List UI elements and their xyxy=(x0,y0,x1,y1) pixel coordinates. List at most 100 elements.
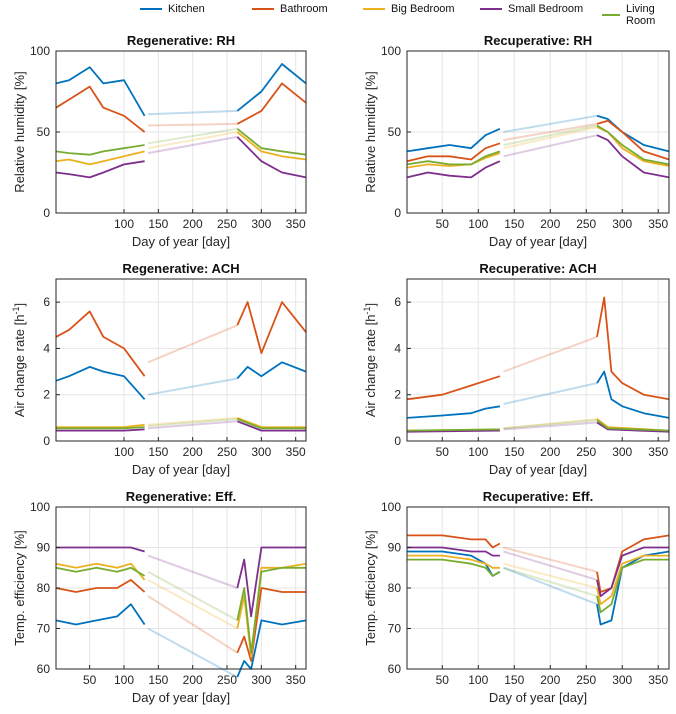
series-line-gap xyxy=(147,416,238,426)
legend-item: Small Bedroom xyxy=(480,3,583,15)
series-line-gap xyxy=(503,421,598,431)
series-line xyxy=(55,85,146,133)
series-line xyxy=(236,566,306,654)
y-tick-label: 0 xyxy=(394,434,401,448)
legend-item: Kitchen xyxy=(140,3,205,15)
legend-item: Bathroom xyxy=(252,3,328,15)
y-axis-label: Relative humidity [%] xyxy=(12,71,27,192)
legend-label: Big Bedroom xyxy=(391,3,455,15)
series-line-gap xyxy=(503,114,598,133)
x-tick-label: 250 xyxy=(217,673,237,687)
series-line xyxy=(236,63,307,112)
series-line-gap xyxy=(147,418,238,427)
x-tick-label: 250 xyxy=(217,217,237,231)
x-tick-label: 150 xyxy=(504,217,524,231)
series-line xyxy=(56,423,145,429)
series-line xyxy=(406,428,500,432)
y-tick-label: 2 xyxy=(394,388,401,402)
y-tick-label: 70 xyxy=(37,622,51,636)
x-tick-label: 200 xyxy=(540,673,560,687)
series-line-gap xyxy=(503,566,598,606)
series-line xyxy=(596,546,669,597)
series-line-gap xyxy=(503,124,598,146)
x-tick-label: 350 xyxy=(286,217,306,231)
y-tick-label: 80 xyxy=(37,581,51,595)
series-line xyxy=(407,554,500,569)
y-tick-label: 6 xyxy=(43,295,50,309)
series-line xyxy=(55,310,146,377)
y-tick-label: 90 xyxy=(388,541,402,555)
x-tick-label: 300 xyxy=(251,445,271,459)
chart-panel: 50 100 150 200 250 300 350 60 70 80 90 100 Recuperat… xyxy=(363,489,670,705)
series-line-gap xyxy=(147,579,238,630)
y-tick-label: 60 xyxy=(37,662,51,676)
chart-title: Recuperative: RH xyxy=(484,33,592,48)
x-tick-label: 150 xyxy=(504,445,524,459)
series-line xyxy=(406,375,501,401)
series-line xyxy=(55,562,146,581)
series-line-gap xyxy=(503,419,598,430)
y-axis-label: Temp. efficiency [%] xyxy=(363,530,378,645)
x-tick-label: 100 xyxy=(114,673,134,687)
series-line-gap xyxy=(503,566,598,598)
series-line xyxy=(596,554,669,606)
x-axis-label: Day of year [day] xyxy=(132,690,230,705)
series-line xyxy=(236,361,307,380)
y-axis-label: Air change rate [h-1] xyxy=(362,303,378,417)
legend-line xyxy=(252,8,274,10)
x-tick-label: 100 xyxy=(114,217,134,231)
series-line xyxy=(236,587,306,662)
series-line xyxy=(596,119,670,161)
x-tick-label: 250 xyxy=(576,445,596,459)
legend-line xyxy=(140,8,162,10)
chart-panel: 100 150 200 250 300 350 0 2 4 6 Regenerative: ACH D… xyxy=(11,261,307,477)
x-tick-label: 350 xyxy=(286,673,306,687)
x-tick-label: 150 xyxy=(148,217,168,231)
series-line xyxy=(406,405,501,419)
chart-title: Recuperative: Eff. xyxy=(483,489,594,504)
series-line xyxy=(407,534,501,549)
series-line-gap xyxy=(147,135,238,155)
x-tick-label: 200 xyxy=(183,673,203,687)
chart-title: Regenerative: RH xyxy=(127,33,235,48)
x-tick-label: 100 xyxy=(468,217,488,231)
x-tick-label: 300 xyxy=(612,673,632,687)
series-line-gap xyxy=(147,570,238,622)
series-line xyxy=(236,128,307,156)
series-line xyxy=(55,579,146,593)
series-line-gap xyxy=(503,134,598,158)
series-line xyxy=(596,124,670,166)
x-tick-label: 350 xyxy=(648,217,668,231)
series-line xyxy=(55,566,146,577)
series-line xyxy=(55,66,146,117)
y-tick-label: 4 xyxy=(394,341,401,355)
series-line-gap xyxy=(147,554,238,589)
y-tick-label: 90 xyxy=(37,541,51,555)
chart-title: Regenerative: ACH xyxy=(122,261,239,276)
y-tick-label: 100 xyxy=(30,500,50,514)
legend-line xyxy=(480,8,502,10)
series-line xyxy=(236,301,307,355)
series-line-gap xyxy=(147,127,238,145)
series-line xyxy=(596,134,670,179)
legend-line xyxy=(602,14,620,16)
y-tick-label: 100 xyxy=(30,44,50,58)
x-tick-label: 50 xyxy=(436,445,450,459)
y-axis-label-end: ] xyxy=(12,303,27,307)
x-tick-label: 50 xyxy=(436,217,450,231)
chart-panel: 50 100 150 200 250 300 350 60 70 80 90 100 Regenerat… xyxy=(12,489,307,705)
series-line xyxy=(596,370,670,419)
legend-label: Small Bedroom xyxy=(508,3,584,15)
x-tick-label: 300 xyxy=(251,673,271,687)
y-tick-label: 100 xyxy=(381,44,401,58)
x-tick-label: 250 xyxy=(576,217,596,231)
y-tick-label: 0 xyxy=(394,206,401,220)
legend-item: Living Room xyxy=(602,3,676,27)
y-tick-label: 6 xyxy=(394,295,401,309)
y-axis-label: Air change rate [h-1] xyxy=(11,303,27,417)
y-axis-label: Temp. efficiency [%] xyxy=(12,530,27,645)
series-line-gap xyxy=(147,420,238,430)
series-line-gap xyxy=(503,335,598,373)
series-line xyxy=(406,127,501,153)
